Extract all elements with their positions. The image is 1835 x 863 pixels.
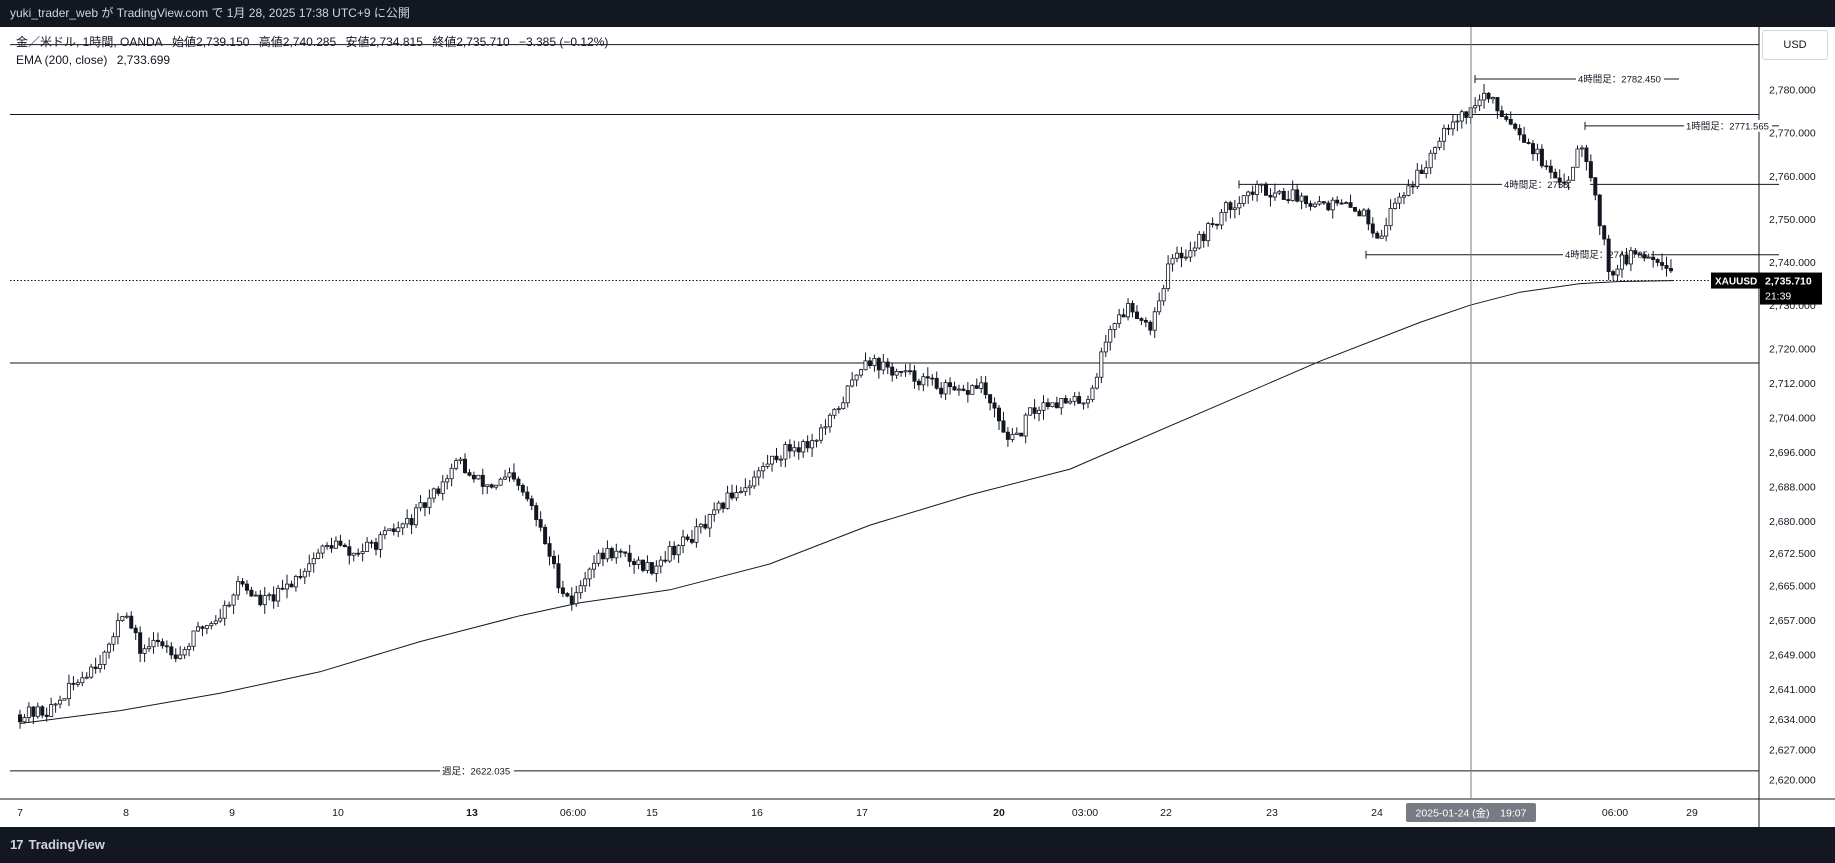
tradingview-logo-icon: 17 bbox=[10, 837, 24, 852]
ema-row: EMA (200, close) 2,733.699 bbox=[16, 51, 608, 69]
chart-frame[interactable] bbox=[0, 27, 1835, 827]
change-value: −3.385 (−0.12%) bbox=[518, 35, 609, 49]
low-value: 安値2,734.815 bbox=[345, 35, 423, 49]
symbol-line[interactable]: 金／米ドル, 1時間, OANDA bbox=[16, 35, 163, 49]
close-value: 終値2,735.710 bbox=[432, 35, 510, 49]
ohlc-row: 金／米ドル, 1時間, OANDA 始値2,739.150 高値2,740.28… bbox=[16, 33, 608, 51]
ema-label[interactable]: EMA (200, close) bbox=[16, 53, 108, 67]
chart-legend: 金／米ドル, 1時間, OANDA 始値2,739.150 高値2,740.28… bbox=[16, 33, 608, 69]
high-value: 高値2,740.285 bbox=[258, 35, 337, 49]
currency-button[interactable]: USD bbox=[1762, 30, 1828, 60]
brand-name: TradingView bbox=[28, 837, 105, 852]
ema-value: 2,733.699 bbox=[116, 53, 171, 67]
footer-bar: 17 TradingView bbox=[0, 827, 1835, 863]
tradingview-logo[interactable]: 17 TradingView bbox=[0, 837, 105, 852]
publish-header: yuki_trader_web が TradingView.com で 1月 2… bbox=[0, 0, 1835, 27]
open-value: 始値2,739.150 bbox=[172, 35, 250, 49]
publish-text: yuki_trader_web が TradingView.com で 1月 2… bbox=[10, 6, 410, 20]
